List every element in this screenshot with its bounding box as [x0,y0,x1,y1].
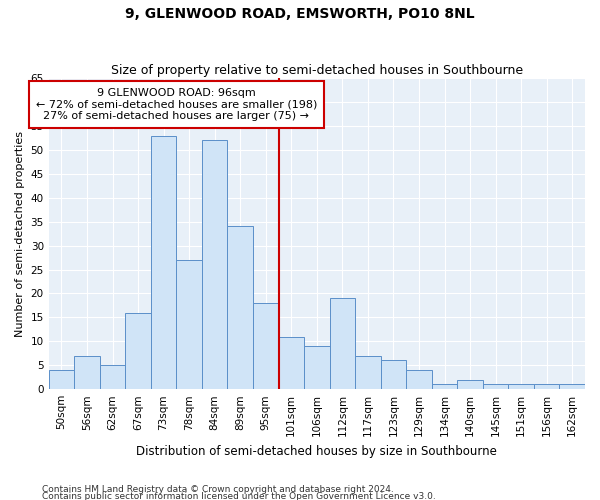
Text: 9, GLENWOOD ROAD, EMSWORTH, PO10 8NL: 9, GLENWOOD ROAD, EMSWORTH, PO10 8NL [125,8,475,22]
Y-axis label: Number of semi-detached properties: Number of semi-detached properties [15,130,25,336]
Text: Contains public sector information licensed under the Open Government Licence v3: Contains public sector information licen… [42,492,436,500]
Bar [304,346,329,389]
Bar [202,140,227,389]
Bar [49,370,74,389]
Bar [355,356,380,389]
Title: Size of property relative to semi-detached houses in Southbourne: Size of property relative to semi-detach… [111,64,523,77]
Bar [125,312,151,389]
Text: 9 GLENWOOD ROAD: 96sqm
← 72% of semi-detached houses are smaller (198)
27% of se: 9 GLENWOOD ROAD: 96sqm ← 72% of semi-det… [35,88,317,121]
Bar [278,336,304,389]
Bar [227,226,253,389]
Bar [100,366,125,389]
Bar [534,384,559,389]
Bar [483,384,508,389]
Text: Contains HM Land Registry data © Crown copyright and database right 2024.: Contains HM Land Registry data © Crown c… [42,486,394,494]
Bar [74,356,100,389]
Bar [151,136,176,389]
Bar [329,298,355,389]
Bar [432,384,457,389]
Bar [176,260,202,389]
Bar [457,380,483,389]
Bar [406,370,432,389]
Bar [508,384,534,389]
Bar [380,360,406,389]
Bar [253,303,278,389]
Bar [559,384,585,389]
X-axis label: Distribution of semi-detached houses by size in Southbourne: Distribution of semi-detached houses by … [136,444,497,458]
